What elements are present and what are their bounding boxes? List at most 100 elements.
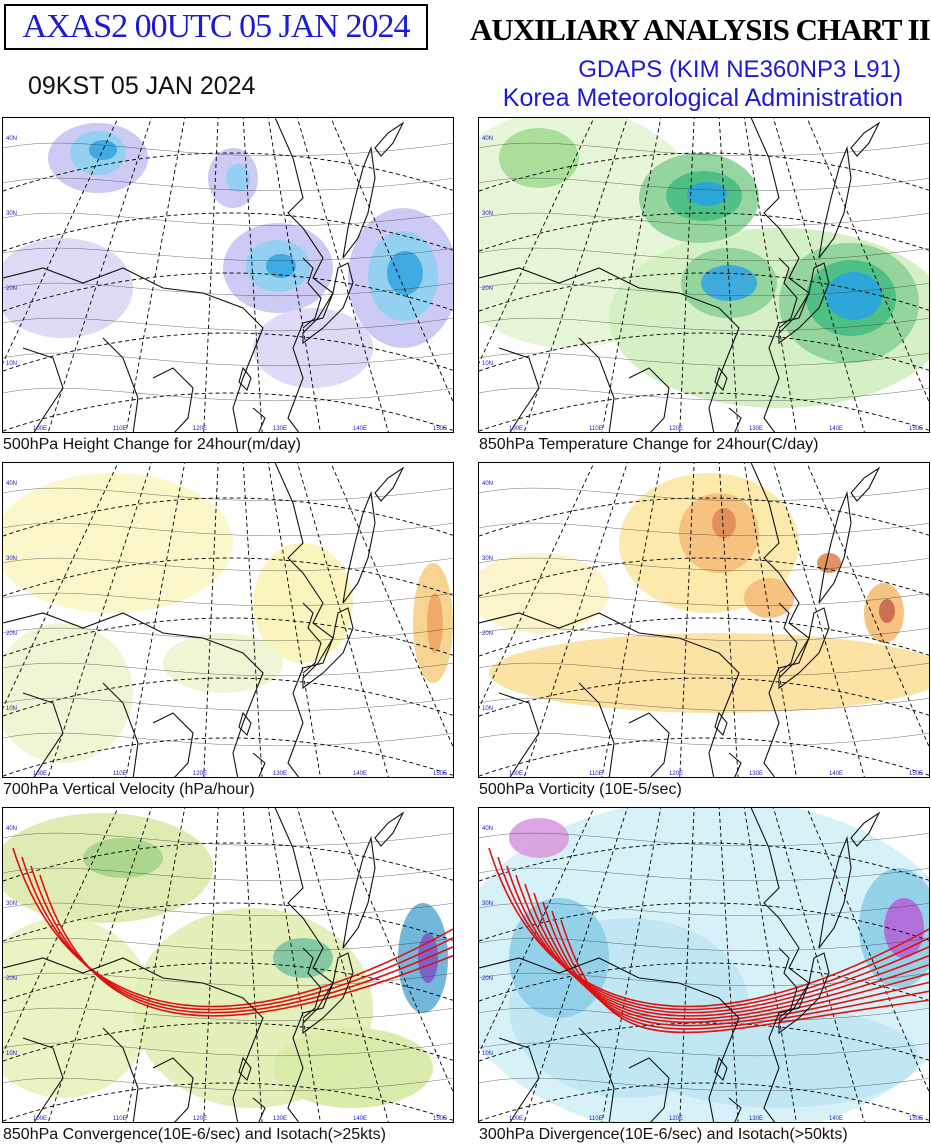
latitude-label: 10N [482, 361, 493, 367]
coastline-path [302, 952, 354, 1035]
coastline-path [302, 947, 322, 1019]
coastline-path [714, 711, 728, 737]
contour-line [3, 1007, 453, 1022]
caption-temperature-change: 850hPa Temperature Change for 24hour(C/d… [479, 436, 819, 453]
coastline-path [374, 811, 405, 847]
shaded-field [687, 182, 727, 206]
shaded-field [499, 128, 579, 188]
isotach-lines [488, 847, 929, 1034]
coastline-path [778, 952, 830, 1035]
shaded-field [427, 593, 443, 653]
latitude-label: 30N [6, 901, 17, 907]
longitude-label: 120E [193, 1116, 207, 1122]
contours [3, 142, 453, 402]
isotach-line [30, 865, 453, 1014]
coastline-path [342, 490, 376, 604]
coastline-path [850, 466, 881, 502]
meridian-line [679, 463, 695, 777]
latitude-line [3, 842, 453, 882]
latitude-line [479, 212, 929, 252]
meridian-line [718, 463, 739, 777]
coastline-path [22, 692, 64, 777]
map-panel-height-change: 40N 30N 20N 10N 100E 110E 120E 130E 140E 150E [2, 117, 454, 433]
coastline-path [22, 347, 64, 432]
coastline-path [302, 602, 322, 674]
shaded-field [253, 308, 373, 388]
contour-line [479, 592, 929, 607]
isotach-line [560, 919, 929, 1034]
shaded-field [879, 599, 895, 623]
latitude-line [3, 737, 453, 777]
contour-line [479, 867, 929, 882]
shaded-field [83, 838, 163, 878]
coastline-path [3, 612, 264, 777]
meridian-line [47, 118, 152, 432]
coastline-path [778, 602, 798, 674]
longitude-label: 100E [509, 1116, 523, 1122]
meridian-line [203, 808, 219, 1122]
shaded-field [163, 633, 283, 693]
product-id: AXAS2 00UTC 05 JAN 2024 [22, 8, 411, 45]
caption-divergence: 300hPa Divergence(10E-6/sec) and Isotach… [479, 1126, 848, 1143]
map-panel-divergence: 40N 30N 20N 10N 100E 110E 120E 130E 140E 150E [478, 807, 930, 1123]
coastline-path [479, 957, 740, 1122]
contour-line [479, 662, 929, 677]
contour-line [3, 352, 453, 367]
graticule [3, 463, 453, 777]
coastline-path [778, 607, 830, 690]
meridian-line [679, 808, 695, 1122]
longitude-label: 140E [829, 426, 843, 432]
longitude-label: 150E [433, 426, 447, 432]
isotach-line [39, 874, 453, 1017]
caption-vorticity: 500hPa Vorticity (10E-5/sec) [479, 781, 682, 798]
coastline-path [750, 808, 810, 1122]
meridian-line [267, 118, 321, 432]
meridian-line [743, 463, 797, 777]
chart-title: AUXILIARY ANALYSIS CHART II [470, 12, 931, 47]
latitude-label: 40N [6, 826, 17, 832]
contour-line [3, 697, 453, 712]
coastline-path [102, 1027, 139, 1122]
contour-line [479, 732, 929, 747]
latitude-label: 10N [482, 1051, 493, 1057]
meridian-line [47, 463, 152, 777]
latitude-label: 10N [6, 706, 17, 712]
coastline-path [778, 262, 830, 345]
caption-convergence: 850hPa Convergence(10E-6/sec) and Isotac… [3, 1126, 386, 1143]
contour-line [3, 142, 453, 157]
longitude-label: 120E [669, 771, 683, 777]
coastline-path [818, 145, 852, 259]
contour-line [479, 832, 929, 847]
meridian-line [125, 808, 186, 1122]
meridian-line [203, 463, 219, 777]
coastline-path [714, 366, 728, 392]
shaded-field [266, 254, 296, 278]
longitude-label: 130E [273, 426, 287, 432]
latitude-label: 20N [6, 976, 17, 982]
coastline-path [274, 118, 334, 432]
isotach-line [497, 856, 929, 1011]
latitude-label: 40N [482, 481, 493, 487]
coastline-path [342, 835, 376, 949]
latitude-line [479, 497, 929, 537]
coastline-path [498, 1037, 540, 1122]
shaded-field [3, 238, 133, 338]
coastline-path [302, 262, 354, 345]
longitude-label: 100E [33, 1116, 47, 1122]
meridian-line [125, 463, 186, 777]
meridian-line [601, 118, 662, 432]
latitude-line [3, 497, 453, 537]
shaded-field [744, 578, 794, 618]
longitude-label: 120E [669, 1116, 683, 1122]
longitude-label: 100E [33, 771, 47, 777]
caption-height-change: 500hPa Height Change for 24hour(m/day) [3, 436, 301, 453]
shaded-field [712, 508, 736, 538]
contour-line [479, 387, 929, 402]
coastline-path [238, 1056, 252, 1082]
contour-line [479, 697, 929, 712]
meridian-line [718, 118, 739, 432]
latitude-line [3, 392, 453, 432]
coastline-path [274, 808, 334, 1122]
contour-line [3, 937, 453, 952]
contour-line [479, 352, 929, 367]
